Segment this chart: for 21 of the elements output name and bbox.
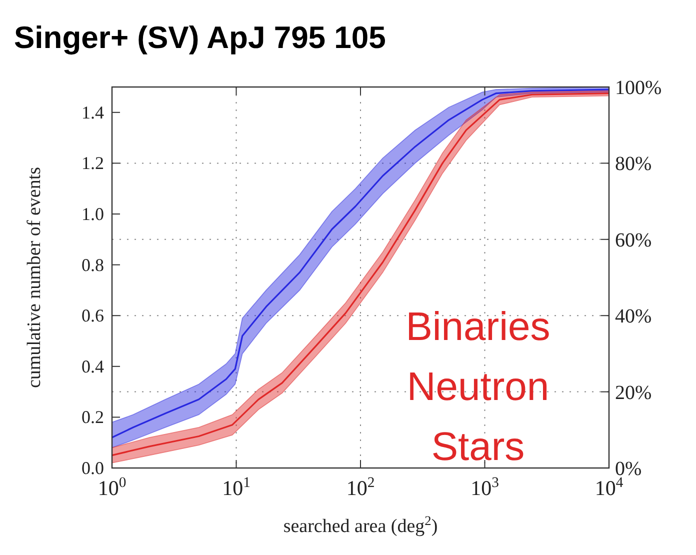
x-tick-label: 10$^{0}$: [98, 475, 126, 500]
y-tick-label: 0.2: [82, 407, 104, 428]
y2-tick-label: 20%: [615, 382, 652, 404]
y2-tick-label: 40%: [615, 306, 652, 328]
x-tick-label: 10$^{3}$: [470, 475, 499, 500]
chart-title: Singer+ (SV) ApJ 795 105: [14, 20, 386, 55]
y2-tick-label: 100%: [615, 77, 662, 99]
y-axis-title: cumulative number of events: [24, 166, 45, 388]
x-axis-title: searched area (deg$^{2}$): [283, 512, 438, 537]
y2-tick-label: 60%: [615, 229, 652, 252]
x-tick-label: 10$^{1}$: [222, 475, 250, 500]
y2-tick-label: 80%: [615, 153, 652, 176]
y-tick-label: 0.0: [82, 458, 104, 478]
y-tick-label: 1.0: [82, 204, 104, 224]
y-tick-label: 0.4: [82, 356, 104, 376]
y-tick-label: 0.6: [82, 306, 104, 326]
y-tick-label: 1.4: [82, 102, 104, 122]
y-tick-label: 0.8: [82, 254, 104, 275]
x-tick-label: 10$^{2}$: [346, 475, 375, 500]
annotation: Binaries Neutron Stars: [406, 305, 550, 469]
y-tick-label: 1.2: [82, 153, 104, 174]
